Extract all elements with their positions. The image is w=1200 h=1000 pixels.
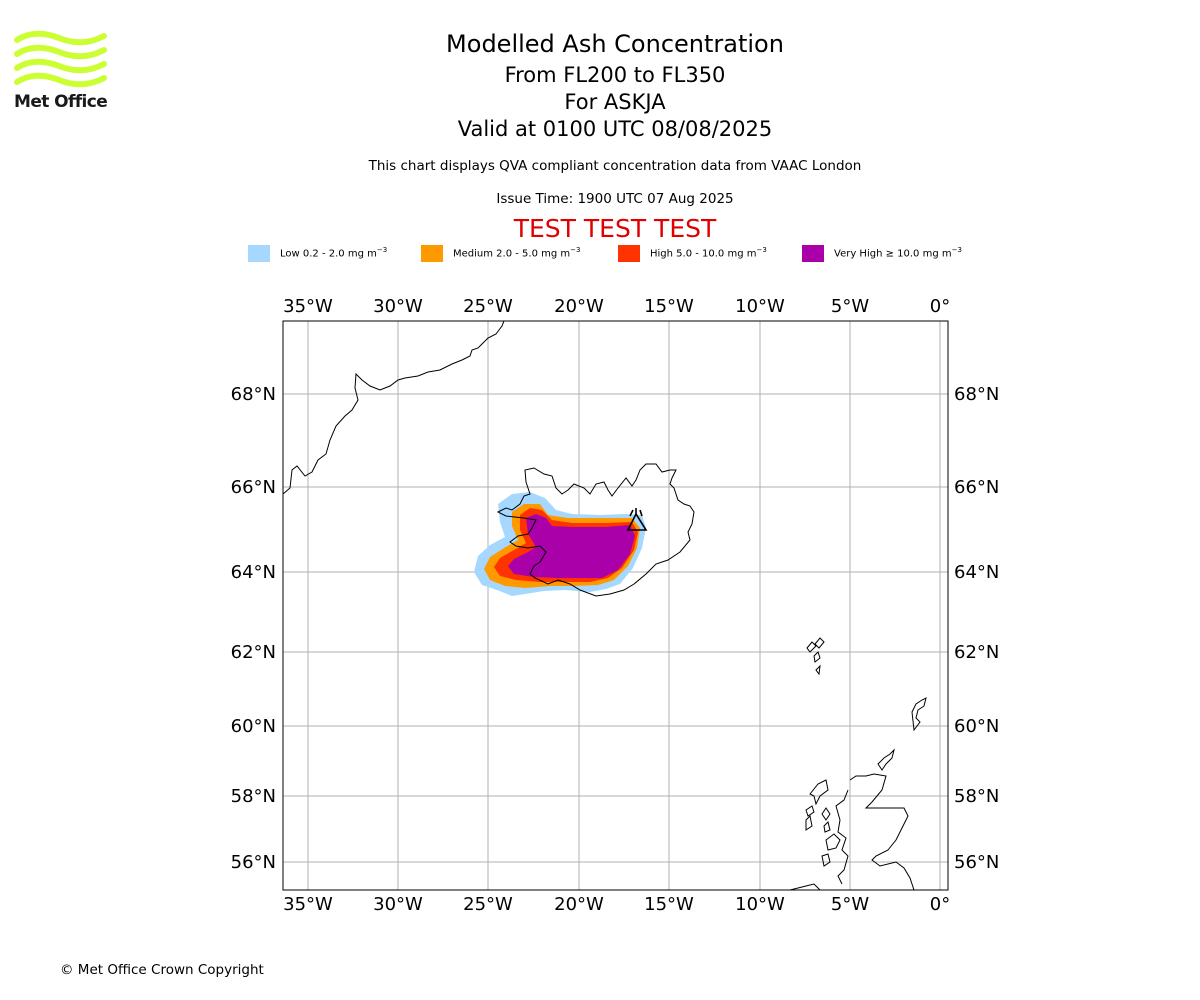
- coast-shetland: [911, 697, 927, 732]
- lon-tick-label: 35°W: [283, 296, 333, 317]
- volcano-subtitle: For ASKJA: [564, 90, 666, 114]
- lon-tick-label: 5°W: [831, 894, 869, 915]
- lat-tick-label: 56°N: [231, 852, 276, 873]
- lat-tick-label: 60°N: [954, 716, 999, 737]
- logo-wordmark: Met Office: [14, 92, 108, 112]
- lat-tick-label: 64°N: [231, 562, 276, 583]
- legend-swatch-very-high: [802, 245, 824, 262]
- coast-scotland: [789, 773, 915, 890]
- lat-tick-label: 56°N: [954, 852, 999, 873]
- coast-orkney: [877, 748, 895, 771]
- lon-tick-label: 10°W: [735, 894, 785, 915]
- lon-tick-label: 15°W: [644, 296, 694, 317]
- lon-tick-label: 5°W: [831, 296, 869, 317]
- lon-labels-bottom: 35°W 30°W 25°W 20°W 15°W 10°W 5°W 0°: [283, 894, 950, 915]
- lon-tick-label: 25°W: [463, 894, 513, 915]
- legend-swatch-high: [618, 245, 640, 262]
- legend-label-medium: Medium 2.0 - 5.0 mg m: [453, 248, 571, 260]
- flight-level-subtitle: From FL200 to FL350: [504, 63, 726, 87]
- lon-tick-label: 0°: [930, 296, 950, 317]
- copyright-notice: © Met Office Crown Copyright: [60, 962, 264, 978]
- map-background: [283, 321, 948, 890]
- volcano-symbol-icon: [626, 508, 648, 531]
- legend-unit-exponent: −3: [570, 246, 581, 254]
- lon-tick-label: 30°W: [373, 894, 423, 915]
- lon-tick-label: 15°W: [644, 894, 694, 915]
- coastlines: [283, 321, 927, 890]
- legend-label-high: High 5.0 - 10.0 mg m: [650, 248, 757, 260]
- lat-labels-right: 68°N 66°N 64°N 62°N 60°N 58°N 56°N: [954, 384, 999, 873]
- legend-swatch-medium: [421, 245, 443, 262]
- lon-tick-label: 0°: [930, 894, 950, 915]
- map-gridlines: [283, 321, 948, 890]
- chart-title: Modelled Ash Concentration: [446, 30, 784, 58]
- coast-faroe-islands: [806, 637, 825, 676]
- lat-tick-label: 62°N: [231, 642, 276, 663]
- lat-tick-label: 62°N: [954, 642, 999, 663]
- legend-unit-exponent: −3: [376, 246, 388, 254]
- lon-tick-label: 10°W: [735, 296, 785, 317]
- legend-unit-exponent: −3: [951, 246, 962, 254]
- lat-tick-label: 68°N: [954, 384, 999, 405]
- map-frame: [282, 320, 949, 891]
- met-office-waves-icon: [14, 30, 107, 88]
- lat-tick-label: 66°N: [231, 477, 276, 498]
- legend-unit-exponent: −3: [756, 246, 767, 254]
- lon-tick-label: 20°W: [554, 296, 604, 317]
- lon-tick-label: 25°W: [463, 296, 513, 317]
- chart-description: This chart displays QVA compliant concen…: [368, 158, 862, 174]
- lat-labels-left: 68°N 66°N 64°N 62°N 60°N 58°N 56°N: [231, 384, 276, 873]
- lon-labels-top: 35°W 30°W 25°W 20°W 15°W 10°W 5°W 0°: [283, 296, 950, 317]
- lat-tick-label: 64°N: [954, 562, 999, 583]
- test-banner: TEST TEST TEST: [513, 214, 717, 243]
- legend-swatch-low: [248, 245, 270, 262]
- lon-tick-label: 30°W: [373, 296, 423, 317]
- legend-label-low: Low 0.2 - 2.0 mg m: [280, 248, 377, 260]
- lat-tick-label: 66°N: [954, 477, 999, 498]
- lon-tick-label: 35°W: [283, 894, 333, 915]
- valid-time-subtitle: Valid at 0100 UTC 08/08/2025: [457, 117, 773, 141]
- legend-label-very-high: Very High ≥ 10.0 mg m: [834, 248, 952, 260]
- met-office-logo: Met Office: [14, 30, 110, 114]
- coast-greenland: [283, 321, 505, 495]
- lat-tick-label: 58°N: [954, 786, 999, 807]
- lat-tick-label: 68°N: [231, 384, 276, 405]
- issue-time: Issue Time: 1900 UTC 07 Aug 2025: [496, 191, 734, 207]
- lat-tick-label: 58°N: [231, 786, 276, 807]
- lon-tick-label: 20°W: [554, 894, 604, 915]
- lat-tick-label: 60°N: [231, 716, 276, 737]
- coast-iceland: [496, 463, 695, 597]
